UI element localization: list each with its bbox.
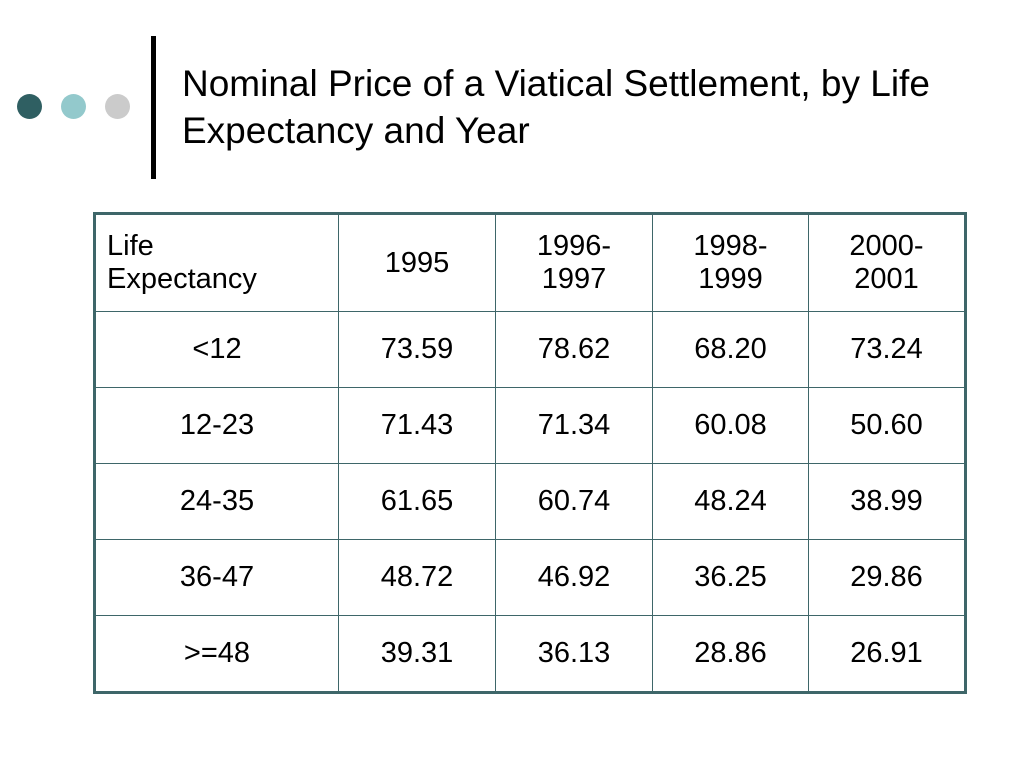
table-cell: >=48 — [94, 615, 339, 693]
header-line: 1998- — [693, 230, 768, 262]
table-header-row: Life Expectancy 1995 1996- 1997 1998- 19… — [94, 213, 966, 312]
table-row: >=48 39.31 36.13 28.86 26.91 — [94, 615, 966, 693]
table-cell: 28.86 — [652, 615, 809, 693]
table-cell: 71.34 — [495, 387, 653, 464]
header-line: 2001 — [854, 263, 919, 295]
table-cell: 38.99 — [808, 463, 966, 540]
column-header: Life Expectancy — [94, 213, 339, 312]
header-line: Life — [107, 230, 154, 262]
header-line: 2000- — [849, 230, 924, 262]
table-row: <12 73.59 78.62 68.20 73.24 — [94, 311, 966, 388]
table-row: 12-23 71.43 71.34 60.08 50.60 — [94, 387, 966, 464]
price-table: Life Expectancy 1995 1996- 1997 1998- 19… — [93, 212, 967, 694]
table-cell: 29.86 — [808, 539, 966, 616]
table-cell: 60.08 — [652, 387, 809, 464]
table-cell: 73.59 — [338, 311, 496, 388]
table-cell: 46.92 — [495, 539, 653, 616]
table-cell: <12 — [94, 311, 339, 388]
table-cell: 61.65 — [338, 463, 496, 540]
table-cell: 48.24 — [652, 463, 809, 540]
table-cell: 73.24 — [808, 311, 966, 388]
column-header: 2000- 2001 — [808, 213, 966, 312]
table-row: 36-47 48.72 46.92 36.25 29.86 — [94, 539, 966, 616]
table-cell: 50.60 — [808, 387, 966, 464]
table-cell: 24-35 — [94, 463, 339, 540]
table-cell: 36.13 — [495, 615, 653, 693]
slide-title: Nominal Price of a Viatical Settlement, … — [182, 63, 930, 151]
table-cell: 48.72 — [338, 539, 496, 616]
table-cell: 36.25 — [652, 539, 809, 616]
table-cell: 60.74 — [495, 463, 653, 540]
bullet-dot-dark — [17, 94, 42, 119]
header-line: 1997 — [541, 263, 607, 295]
header-line: 1996- — [536, 230, 612, 262]
table-cell: 26.91 — [808, 615, 966, 693]
table-cell: 12-23 — [94, 387, 339, 464]
column-header: 1996- 1997 — [495, 213, 653, 312]
header-line: 1995 — [384, 246, 450, 279]
table-cell: 39.31 — [338, 615, 496, 693]
column-header: 1995 — [338, 213, 496, 312]
bullet-dot-grey — [105, 94, 130, 119]
header-line: 1999 — [698, 263, 763, 295]
table-cell: 78.62 — [495, 311, 653, 388]
table-cell: 71.43 — [338, 387, 496, 464]
title-divider — [151, 36, 156, 179]
header-line: Expectancy — [107, 263, 257, 295]
table-row: 24-35 61.65 60.74 48.24 38.99 — [94, 463, 966, 540]
bullet-dot-light — [61, 94, 86, 119]
table-cell: 36-47 — [94, 539, 339, 616]
table-cell: 68.20 — [652, 311, 809, 388]
column-header: 1998- 1999 — [652, 213, 809, 312]
